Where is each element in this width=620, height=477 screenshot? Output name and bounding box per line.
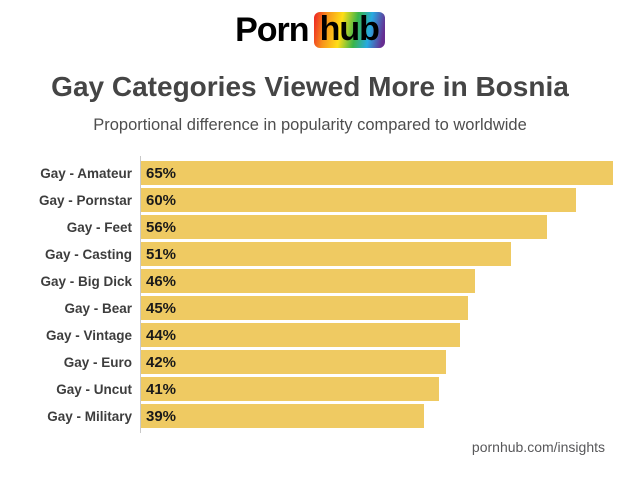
bar: 65%: [141, 161, 613, 186]
bar-area: 44%: [140, 322, 620, 349]
bar: 56%: [141, 215, 548, 240]
category-label: Gay - Vintage: [45, 327, 132, 343]
logo-text-hub: hub: [313, 12, 385, 48]
value-label: 44%: [146, 326, 177, 344]
category-label: Gay - Casting: [44, 246, 132, 262]
category-label: Gay - Feet: [66, 219, 132, 235]
value-label: 41%: [146, 380, 177, 398]
bar-area: 56%: [140, 214, 620, 241]
chart-row: Gay - Pornstar 60%: [0, 187, 620, 214]
category-label: Gay - Amateur: [40, 165, 132, 181]
chart-title: Gay Categories Viewed More in Bosnia: [51, 71, 569, 102]
value-label: 51%: [146, 245, 177, 263]
bar-area: 42%: [140, 349, 620, 376]
bar-area: 41%: [140, 376, 620, 403]
chart-row: Gay - Military 39%: [0, 403, 620, 430]
pornhub-logo: Porn hub: [0, 0, 620, 49]
category-label: Gay - Pornstar: [38, 192, 132, 208]
chart-subtitle: Proportional difference in popularity co…: [93, 115, 527, 134]
bar: 45%: [141, 296, 468, 321]
bar-area: 51%: [140, 241, 620, 268]
bar-area: 46%: [140, 268, 620, 295]
chart-row: Gay - Amateur 65%: [0, 160, 620, 187]
value-label: 42%: [146, 353, 177, 371]
value-label: 60%: [146, 191, 177, 209]
category-label: Gay - Uncut: [56, 381, 132, 397]
chart-row: Gay - Feet 56%: [0, 214, 620, 241]
category-label: Gay - Bear: [64, 300, 132, 316]
bar: 42%: [141, 350, 446, 375]
category-label: Gay - Euro: [63, 354, 132, 370]
value-label: 46%: [146, 272, 177, 290]
bar: 44%: [141, 323, 461, 348]
value-label: 56%: [146, 218, 177, 236]
category-label: Gay - Big Dick: [40, 273, 132, 289]
bar-area: 60%: [140, 187, 620, 214]
category-label: Gay - Military: [47, 408, 132, 424]
bar-chart: Gay - Amateur 65% Gay - Pornstar 60% Gay…: [0, 155, 620, 433]
bar: 46%: [141, 269, 475, 294]
value-label: 45%: [146, 299, 177, 317]
logo-text-porn: Porn: [235, 10, 309, 49]
chart-row: Gay - Euro 42%: [0, 349, 620, 376]
bar: 60%: [141, 188, 577, 213]
value-label: 65%: [146, 164, 177, 182]
chart-row: Gay - Uncut 41%: [0, 376, 620, 403]
value-label: 39%: [146, 407, 177, 425]
y-axis-line: [140, 155, 141, 433]
bar-area: 65%: [140, 160, 620, 187]
chart-row: Gay - Big Dick 46%: [0, 268, 620, 295]
footer-url: pornhub.com/insights: [471, 438, 605, 455]
bar: 41%: [141, 377, 439, 402]
bar-area: 39%: [140, 403, 620, 430]
bar-area: 45%: [140, 295, 620, 322]
chart-row: Gay - Casting 51%: [0, 241, 620, 268]
bar: 39%: [141, 404, 425, 429]
chart-row: Gay - Vintage 44%: [0, 322, 620, 349]
bar: 51%: [141, 242, 512, 267]
chart-row: Gay - Bear 45%: [0, 295, 620, 322]
